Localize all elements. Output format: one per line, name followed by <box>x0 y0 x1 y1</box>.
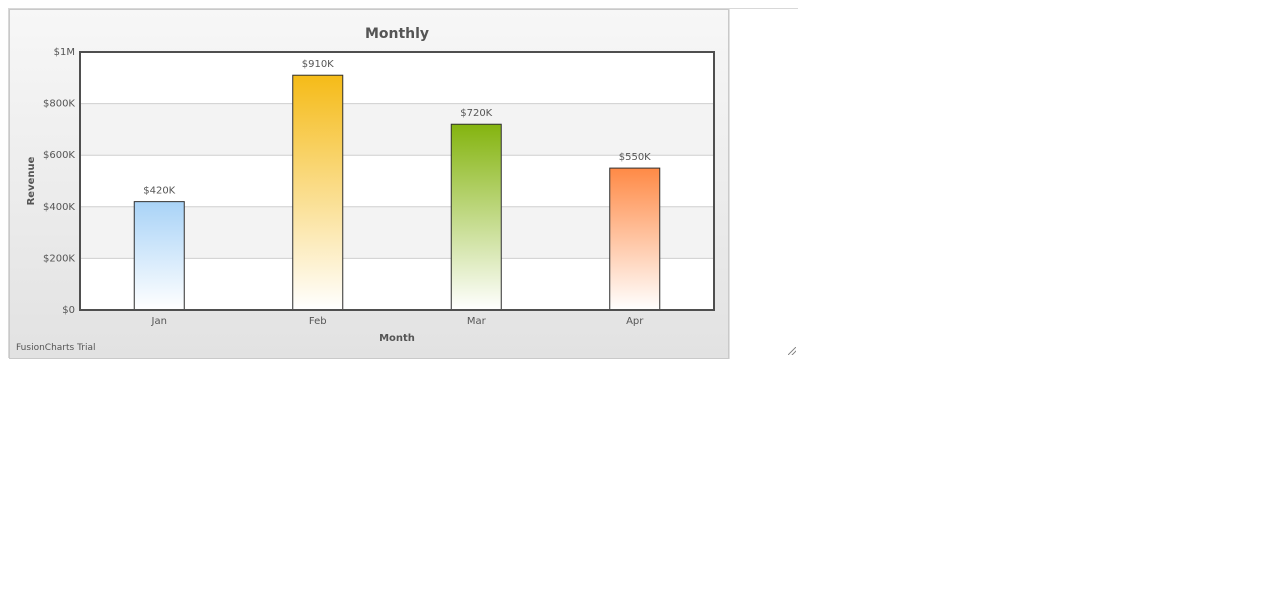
data-labels: $420K $910K $720K $550K <box>143 59 651 196</box>
chart-side-area <box>729 9 800 359</box>
bar-feb[interactable] <box>292 74 344 311</box>
chart-panel: Monthly $0 $200K $400K $600K $800K $1M $420K $… <box>9 9 729 359</box>
data-label: $550K <box>619 152 651 163</box>
data-label: $420K <box>143 186 175 197</box>
y-axis-label: Revenue <box>26 156 37 205</box>
x-axis-label: Month <box>379 333 415 344</box>
y-tick-label: $400K <box>43 202 75 213</box>
x-axis-ticks: Jan Feb Mar Apr <box>151 316 645 327</box>
x-tick-label: Jan <box>151 316 167 327</box>
grid-band <box>80 103 714 156</box>
y-tick-label: $800K <box>43 99 75 110</box>
y-tick-label: $1M <box>54 47 75 58</box>
x-tick-label: Apr <box>626 316 644 327</box>
y-tick-label: $200K <box>43 253 75 264</box>
y-tick-label: $600K <box>43 150 75 161</box>
bar-apr[interactable] <box>609 167 661 311</box>
y-tick-label: $0 <box>62 305 75 316</box>
horizontal-gridlines <box>80 103 714 259</box>
watermark-text: FusionCharts Trial <box>16 343 96 353</box>
resize-grip-icon[interactable] <box>788 347 796 355</box>
y-axis-ticks: $0 $200K $400K $600K $800K $1M <box>43 47 75 316</box>
grid-band <box>80 206 714 259</box>
data-label: $720K <box>460 108 492 119</box>
plot-area-border <box>79 51 715 311</box>
bar-jan[interactable] <box>133 201 185 311</box>
data-label: $910K <box>302 59 334 70</box>
bar-chart-svg: Monthly $0$200K$400K$600K$800K$1M $420K$… <box>26 26 715 344</box>
chart-widget-frame: Monthly $0 $200K $400K $600K $800K $1M $420K $… <box>8 8 800 359</box>
bar-series <box>133 74 661 311</box>
x-tick-label: Feb <box>309 316 327 327</box>
plot-area-background <box>80 52 714 310</box>
x-tick-label: Mar <box>467 316 487 327</box>
chart-title: Monthly <box>365 26 429 42</box>
bar-mar[interactable] <box>450 123 502 311</box>
alternate-grid-bands <box>80 103 714 259</box>
